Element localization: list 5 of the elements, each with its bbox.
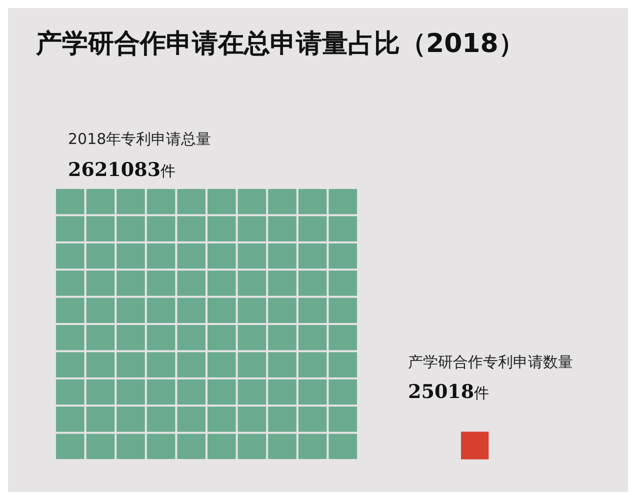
data-label: 2621083件 xyxy=(68,159,176,181)
category-label: 产学研合作专利申请数量 xyxy=(408,353,573,371)
text: 产学研合作申请在总申请量占比（2018） xyxy=(35,29,524,59)
data-label: 25018件 xyxy=(408,381,490,403)
category-label: 2018年专利申请总量 xyxy=(68,130,212,148)
